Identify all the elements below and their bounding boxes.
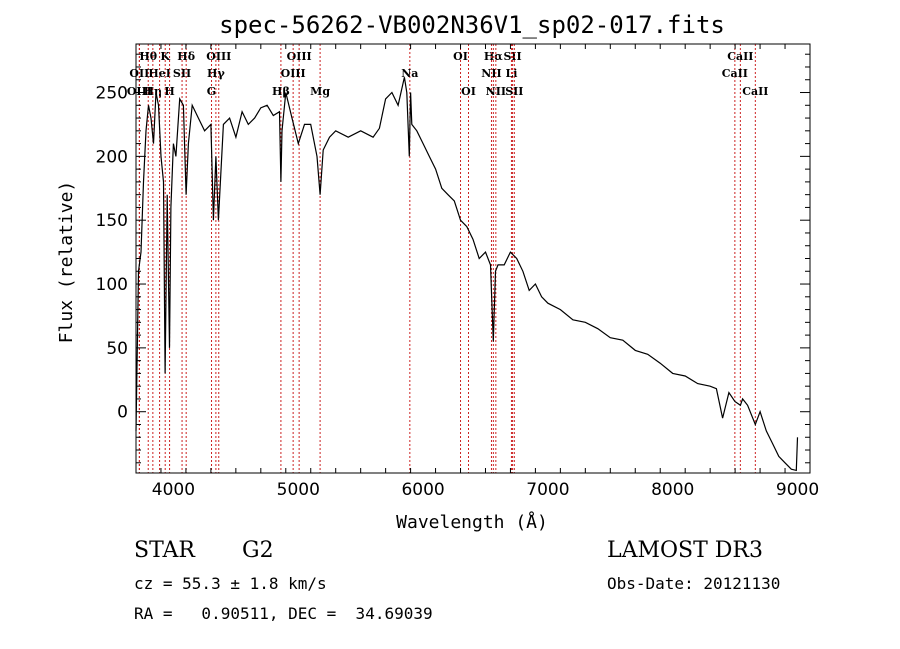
object-subclass: G2 [242,538,274,563]
x-tick-label: 9000 [776,480,819,500]
y-tick-label: 100 [96,275,128,295]
marker-label-8: Hδ [177,50,195,63]
marker-label-25: CaII [727,50,753,63]
marker-label-18: OI [461,85,476,98]
marker-label-2: OIII [127,85,152,98]
y-tick-label: 150 [96,211,128,231]
obs-date: Obs-Date: 20121130 [607,574,781,593]
marker-label-0: Hθ [139,50,157,63]
marker-label-13: OIII [281,67,306,80]
coordinates-readout: RA = 0.90511, DEC = 34.69039 [134,604,433,623]
marker-label-12: OIII [287,50,312,63]
marker-label-21: NII [486,85,506,98]
marker-label-15: Mg [310,85,330,98]
marker-label-20: NII [481,67,501,80]
marker-label-4: K [160,50,170,63]
x-axis-label: Wavelength (Å) [396,511,548,533]
spectrum-line [135,77,799,472]
marker-label-5: HeI [148,67,171,80]
y-tick-label: 0 [117,403,128,423]
redshift-readout: cz = 55.3 ± 1.8 km/s [134,574,327,593]
x-tick-label: 8000 [651,480,694,500]
y-tick-label: 200 [96,147,128,167]
survey-name: LAMOST DR3 [607,538,763,563]
marker-label-3: Hη [144,85,162,98]
axes: 4000 5000 6000 7000 8000 9000 0 50 100 150 200 250 [96,44,819,500]
marker-label-22: SII [503,50,521,63]
x-tick-label: 7000 [526,480,569,500]
chart-title: spec-56262-VB002N36V1_sp02-017.fits [219,11,725,39]
marker-label-17: OI [453,50,468,63]
y-axis-label: Flux (relative) [56,181,77,344]
marker-label-6: SII [173,67,191,80]
y-tick-label: 250 [96,84,128,104]
marker-label-11: G [207,85,216,98]
marker-label-27: CaII [742,85,768,98]
x-tick-label: 5000 [277,480,320,500]
marker-label-10: Hγ [207,67,225,80]
x-tick-label: 6000 [401,480,444,500]
marker-label-9: OIII [206,50,231,63]
marker-label-19: Hα [484,50,503,63]
object-class: STAR [134,538,195,563]
marker-label-16: Na [401,67,418,80]
x-tick-label: 4000 [152,480,195,500]
marker-label-26: CaII [722,67,748,80]
marker-label-7: H [164,85,174,98]
y-tick-label: 50 [106,339,128,359]
plot-frame [135,43,811,474]
marker-label-23: Li [505,67,517,80]
marker-label-24: SII [505,85,523,98]
